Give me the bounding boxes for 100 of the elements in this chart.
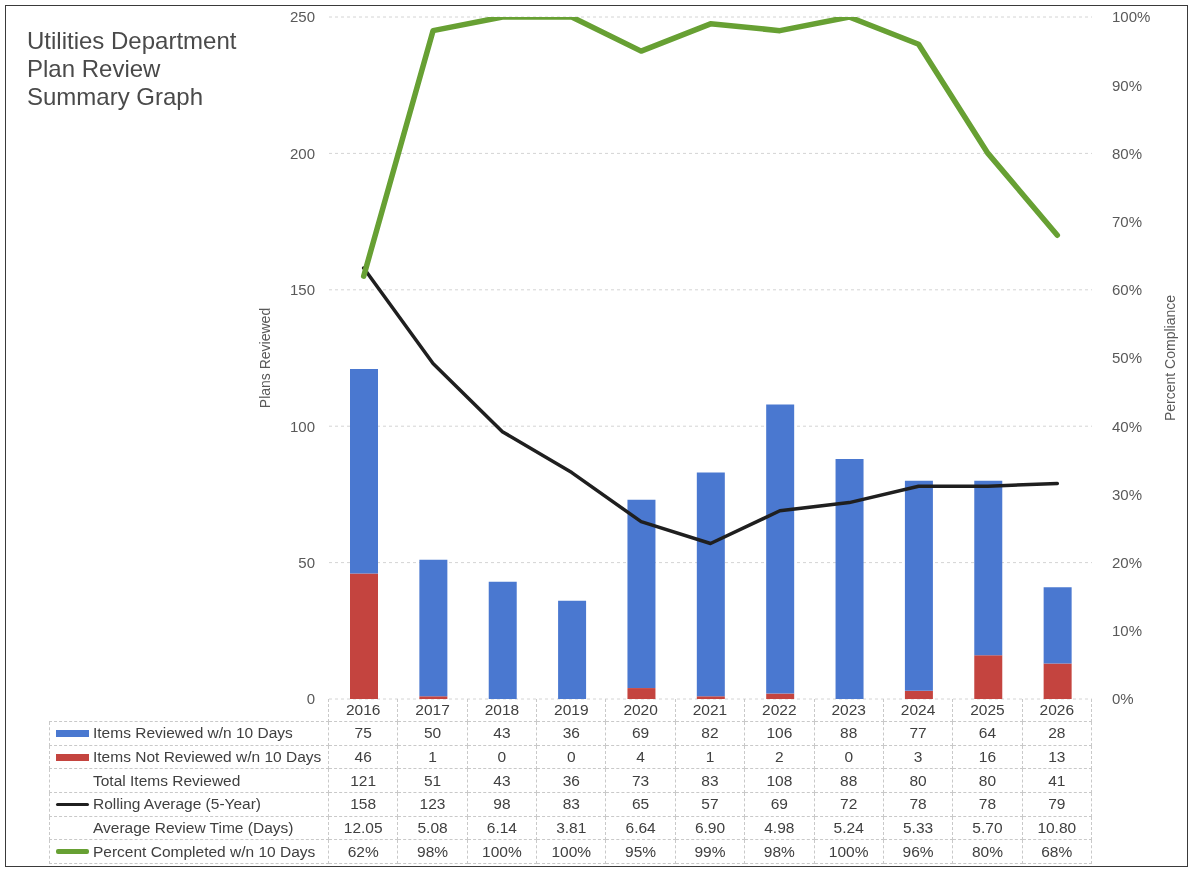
y-tick-label: 150 — [289, 281, 315, 299]
y-tick-label: 0 — [306, 690, 315, 708]
x-tick-label: 2022 — [762, 701, 797, 719]
text: 5.08 — [417, 819, 448, 838]
y-tick-label: 100 — [289, 417, 315, 435]
data-label: 100% — [551, 842, 592, 861]
text: 80 — [978, 771, 997, 790]
data-label: 100% — [828, 842, 869, 861]
bar — [835, 458, 864, 699]
data-label: 46 — [354, 748, 372, 767]
data-label: 78 — [978, 795, 997, 814]
bar — [696, 472, 725, 697]
data-label: 69 — [631, 724, 650, 743]
text: 73 — [631, 771, 650, 790]
data-label: 0 — [566, 748, 576, 767]
text: 83 — [701, 771, 719, 790]
y-tick-label: 50 — [298, 553, 315, 571]
data-label: 106 — [766, 724, 793, 743]
bar — [1043, 587, 1072, 664]
y2-tick-label: 70% — [1112, 212, 1143, 230]
data-label: 0 — [497, 748, 507, 767]
bar — [350, 573, 378, 699]
text: 6.14 — [486, 819, 517, 838]
data-label: 75 — [354, 724, 372, 743]
y-axis-title: Plans Reviewed — [257, 307, 273, 409]
x-tick-label: 2016 — [345, 701, 381, 719]
text: 121 — [350, 771, 377, 790]
data-label: 99% — [694, 842, 726, 861]
data-label: 64 — [978, 724, 997, 743]
legend-label: Items Reviewed w/n 10 Days — [93, 724, 293, 743]
data-label: 83 — [562, 795, 580, 814]
line-series — [361, 266, 1060, 546]
x-tick-label: 2020 — [623, 701, 658, 719]
text: 6.90 — [694, 819, 726, 838]
y2-axis-title: Percent Compliance — [1162, 294, 1178, 422]
text: 108 — [766, 771, 793, 790]
bar — [558, 600, 587, 699]
bar — [696, 696, 725, 699]
text: 6.64 — [625, 819, 656, 838]
data-label: 16 — [978, 748, 997, 767]
data-label: 36 — [562, 724, 580, 743]
data-label: 98% — [763, 842, 795, 861]
text: 4.98 — [764, 819, 795, 838]
data-label: 0 — [844, 748, 853, 767]
data-label: 57 — [701, 795, 719, 814]
legend-label: Rolling Average (5-Year) — [93, 795, 262, 814]
y2-tick-label: 90% — [1112, 76, 1143, 94]
data-label: 123 — [419, 795, 446, 814]
bar — [974, 655, 1003, 699]
x-tick-label: 2025 — [970, 701, 1005, 719]
bar — [419, 696, 448, 699]
data-label: 1 — [428, 748, 437, 767]
y2-tick-label: 40% — [1112, 417, 1143, 435]
x-tick-label: 2026 — [1039, 701, 1075, 719]
data-label: 80% — [971, 842, 1003, 861]
data-label: 96% — [902, 842, 934, 861]
y2-tick-label: 0% — [1112, 690, 1134, 708]
x-tick-label: 2017 — [415, 701, 450, 719]
data-label: 28 — [1048, 724, 1066, 743]
bar — [904, 480, 933, 691]
y2-tick-label: 60% — [1112, 281, 1143, 299]
data-label: 50 — [423, 724, 442, 743]
text: Average Review Time (Days) — [93, 819, 294, 838]
data-label: 2 — [775, 748, 784, 767]
data-label: 100% — [482, 842, 522, 861]
text: Utilities Department Plan Review Summary Graph — [27, 27, 237, 111]
legend-label: Percent Completed w/n 10 Days — [93, 842, 316, 861]
bar — [766, 693, 795, 699]
text: 5.70 — [972, 819, 1003, 838]
bar — [627, 688, 656, 699]
y-tick-label: 250 — [289, 8, 315, 26]
x-tick-label: 2023 — [831, 701, 866, 719]
bar — [1043, 663, 1072, 699]
y2-tick-label: 10% — [1112, 622, 1143, 640]
data-label: 69 — [770, 795, 788, 814]
bar — [766, 404, 795, 694]
data-label: 77 — [909, 724, 927, 743]
text: 5.24 — [833, 819, 864, 838]
text: 80 — [909, 771, 927, 790]
bar — [627, 499, 656, 689]
data-label: 98% — [417, 842, 449, 861]
legend-label: Items Not Reviewed w/n 10 Days — [93, 748, 322, 767]
data-label: 1 — [705, 748, 715, 767]
text: 88 — [840, 771, 858, 790]
data-label: 82 — [701, 724, 719, 743]
data-label: 98 — [493, 795, 511, 814]
x-tick-label: 2018 — [484, 701, 520, 719]
text: 51 — [423, 771, 442, 790]
data-label: 95% — [625, 842, 657, 861]
data-label: 3 — [913, 748, 923, 767]
y2-tick-label: 80% — [1112, 144, 1143, 162]
bar — [488, 581, 517, 699]
data-label: 65 — [631, 795, 650, 814]
y2-tick-label: 100% — [1112, 8, 1151, 26]
data-label: 88 — [840, 724, 858, 743]
text: 41 — [1048, 771, 1066, 790]
x-tick-label: 2024 — [900, 701, 936, 719]
data-label: 62% — [347, 842, 379, 861]
text: 43 — [493, 771, 511, 790]
text: 12.05 — [343, 819, 383, 838]
